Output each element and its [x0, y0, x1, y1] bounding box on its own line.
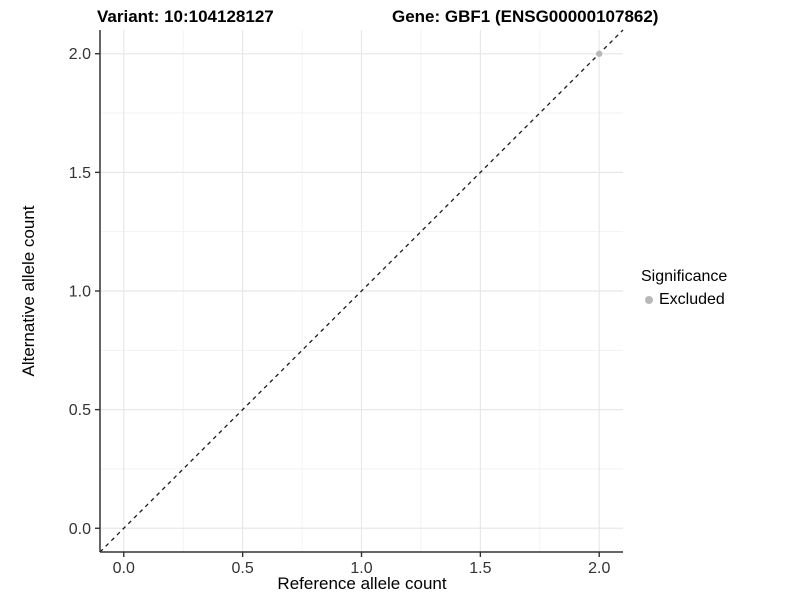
x-tick-label: 0.5	[232, 560, 254, 577]
x-axis-title: Reference allele count	[277, 574, 447, 593]
legend-item-label: Excluded	[659, 291, 725, 308]
legend: Significance Excluded	[641, 267, 727, 309]
x-tick-label: 0.0	[113, 560, 135, 577]
plot-title-gene: Gene: GBF1 (ENSG00000107862)	[392, 7, 659, 26]
plot-title-variant: Variant: 10:104128127	[97, 7, 274, 26]
identity-dashed-line	[99, 29, 624, 553]
x-tick-label: 1.0	[350, 560, 372, 577]
y-tick-label: 0.0	[69, 521, 91, 538]
legend-title: Significance	[641, 268, 728, 285]
y-tick-label: 1.5	[69, 165, 91, 182]
x-tick-label: 1.5	[469, 560, 491, 577]
y-tick-label: 2.0	[69, 46, 91, 63]
y-tick-label: 1.0	[69, 284, 91, 301]
y-axis-title: Alternative allele count	[19, 205, 38, 377]
excluded-point-icon	[645, 295, 653, 304]
data-point-excluded	[596, 50, 603, 57]
y-tick-label: 0.5	[69, 402, 91, 419]
x-tick-label: 2.0	[588, 560, 610, 577]
legend-item-excluded: Excluded	[641, 290, 727, 309]
